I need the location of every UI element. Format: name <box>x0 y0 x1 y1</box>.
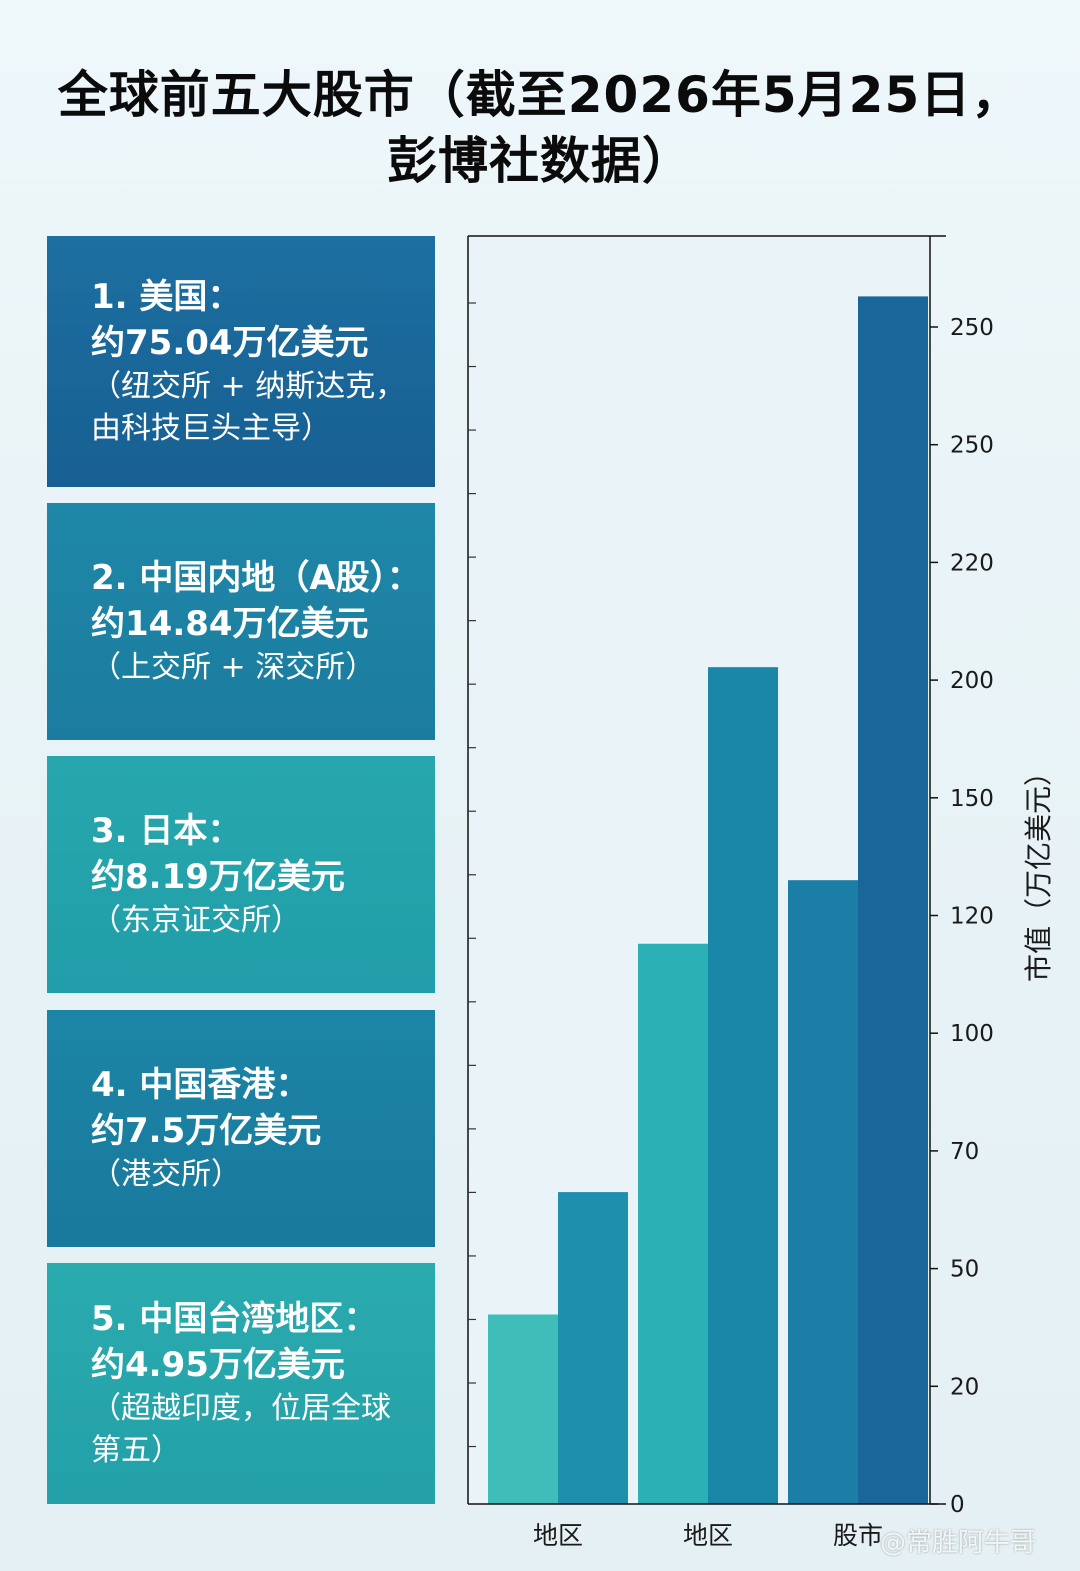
rank-card-note: （东京证交所） <box>91 902 301 938</box>
x-category-label: 地区 <box>533 1521 583 1550</box>
bar <box>638 943 708 1504</box>
chart-title-line-1: 全球前五大股市（截至2026年5月25日， <box>57 66 1023 124</box>
rank-card-heading: 4. 中国香港： <box>91 1064 310 1105</box>
rank-card-value: 约7.5万亿美元 <box>91 1110 322 1151</box>
chart-title: 全球前五大股市（截至2026年5月25日， 彭博社数据） <box>0 62 1080 194</box>
rank-card-1: 1. 美国： 约75.04万亿美元 （纽交所 + 纳斯达克， 由科技巨头主导） <box>47 236 435 487</box>
bar <box>488 1314 558 1504</box>
x-category-label: 股市 <box>833 1521 883 1550</box>
rank-card-heading: 1. 美国： <box>91 276 242 317</box>
rank-card-note: 由科技巨头主导） <box>91 410 331 446</box>
right-tick-group: 0 20 50 70 100 120 150 200 220 250 250 <box>930 315 994 1518</box>
y-tick-label: 250 <box>950 315 994 341</box>
rank-card-note: （上交所 + 深交所） <box>91 649 376 685</box>
rank-card-value: 约14.84万亿美元 <box>91 603 369 644</box>
left-tick-group <box>468 302 476 1448</box>
chart-title-line-2: 彭博社数据） <box>387 132 693 190</box>
y-tick-label: 250 <box>950 433 994 459</box>
y-tick-label: 220 <box>950 550 994 576</box>
rank-card-note: （港交所） <box>91 1156 241 1192</box>
rank-card-note: 第五） <box>91 1432 181 1468</box>
x-category-label: 地区 <box>683 1521 733 1550</box>
y-tick-label: 120 <box>950 904 994 930</box>
y-tick-label: 20 <box>950 1374 979 1400</box>
y-axis-label: 市值（万亿美元） <box>1022 758 1055 982</box>
bar <box>858 296 928 1505</box>
y-tick-label: 50 <box>950 1257 979 1283</box>
bar <box>558 1192 628 1504</box>
category-label-group: 地区 地区 股市 <box>533 1521 883 1550</box>
rank-card-4: 4. 中国香港： 约7.5万亿美元 （港交所） <box>47 1010 435 1247</box>
bar <box>708 667 778 1504</box>
rank-card-heading: 2. 中国内地（A股）： <box>91 557 421 598</box>
rank-card-heading: 3. 日本： <box>91 810 242 851</box>
y-tick-label: 70 <box>950 1139 979 1165</box>
bar-group <box>488 296 928 1505</box>
rank-card-value: 约75.04万亿美元 <box>91 322 369 363</box>
rank-card-5: 5. 中国台湾地区： 约4.95万亿美元 （超越印度，位居全球 第五） <box>47 1263 435 1504</box>
rank-card-3: 3. 日本： 约8.19万亿美元 （东京证交所） <box>47 756 435 993</box>
rank-card-value: 约4.95万亿美元 <box>91 1344 345 1385</box>
watermark: @常胜阿牛哥 <box>880 1528 1037 1558</box>
y-tick-label: 0 <box>950 1492 965 1518</box>
rank-card-value: 约8.19万亿美元 <box>91 856 345 897</box>
y-tick-label: 150 <box>950 786 994 812</box>
rank-card-note: （超越印度，位居全球 <box>91 1390 391 1426</box>
y-tick-label: 200 <box>950 668 994 694</box>
bar <box>788 880 858 1504</box>
rank-card-2: 2. 中国内地（A股）： 约14.84万亿美元 （上交所 + 深交所） <box>47 503 435 740</box>
y-tick-label: 100 <box>950 1021 994 1047</box>
rank-card-heading: 5. 中国台湾地区： <box>91 1298 378 1339</box>
rank-card-note: （纽交所 + 纳斯达克， <box>91 368 406 404</box>
